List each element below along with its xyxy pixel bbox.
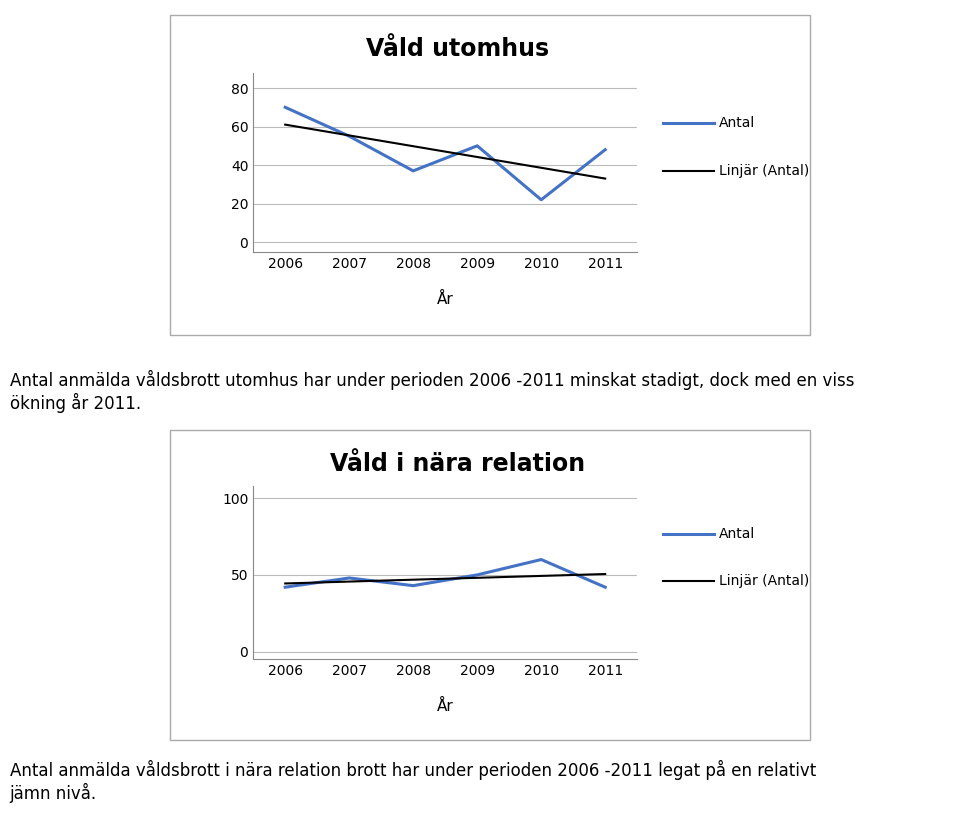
Text: Antal: Antal [719, 528, 756, 542]
Text: Våld utomhus: Våld utomhus [367, 38, 549, 61]
Text: Linjär (Antal): Linjär (Antal) [719, 164, 809, 178]
Text: Våld i nära relation: Våld i nära relation [330, 452, 586, 475]
Text: Linjär (Antal): Linjär (Antal) [719, 574, 809, 588]
Text: Antal anmälda våldsbrott i nära relation brott har under perioden 2006 -2011 leg: Antal anmälda våldsbrott i nära relation… [10, 760, 816, 803]
Text: Antal: Antal [719, 116, 756, 130]
Text: Antal anmälda våldsbrott utomhus har under perioden 2006 -2011 minskat stadigt, : Antal anmälda våldsbrott utomhus har und… [10, 370, 854, 413]
X-axis label: År: År [437, 699, 453, 714]
X-axis label: År: År [437, 292, 453, 306]
